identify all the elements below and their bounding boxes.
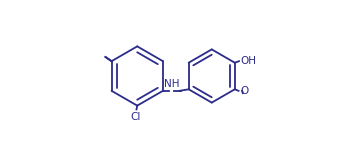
Text: O: O — [240, 86, 248, 96]
Text: Cl: Cl — [131, 112, 141, 123]
Text: OH: OH — [241, 56, 257, 66]
Text: NH: NH — [164, 79, 179, 89]
